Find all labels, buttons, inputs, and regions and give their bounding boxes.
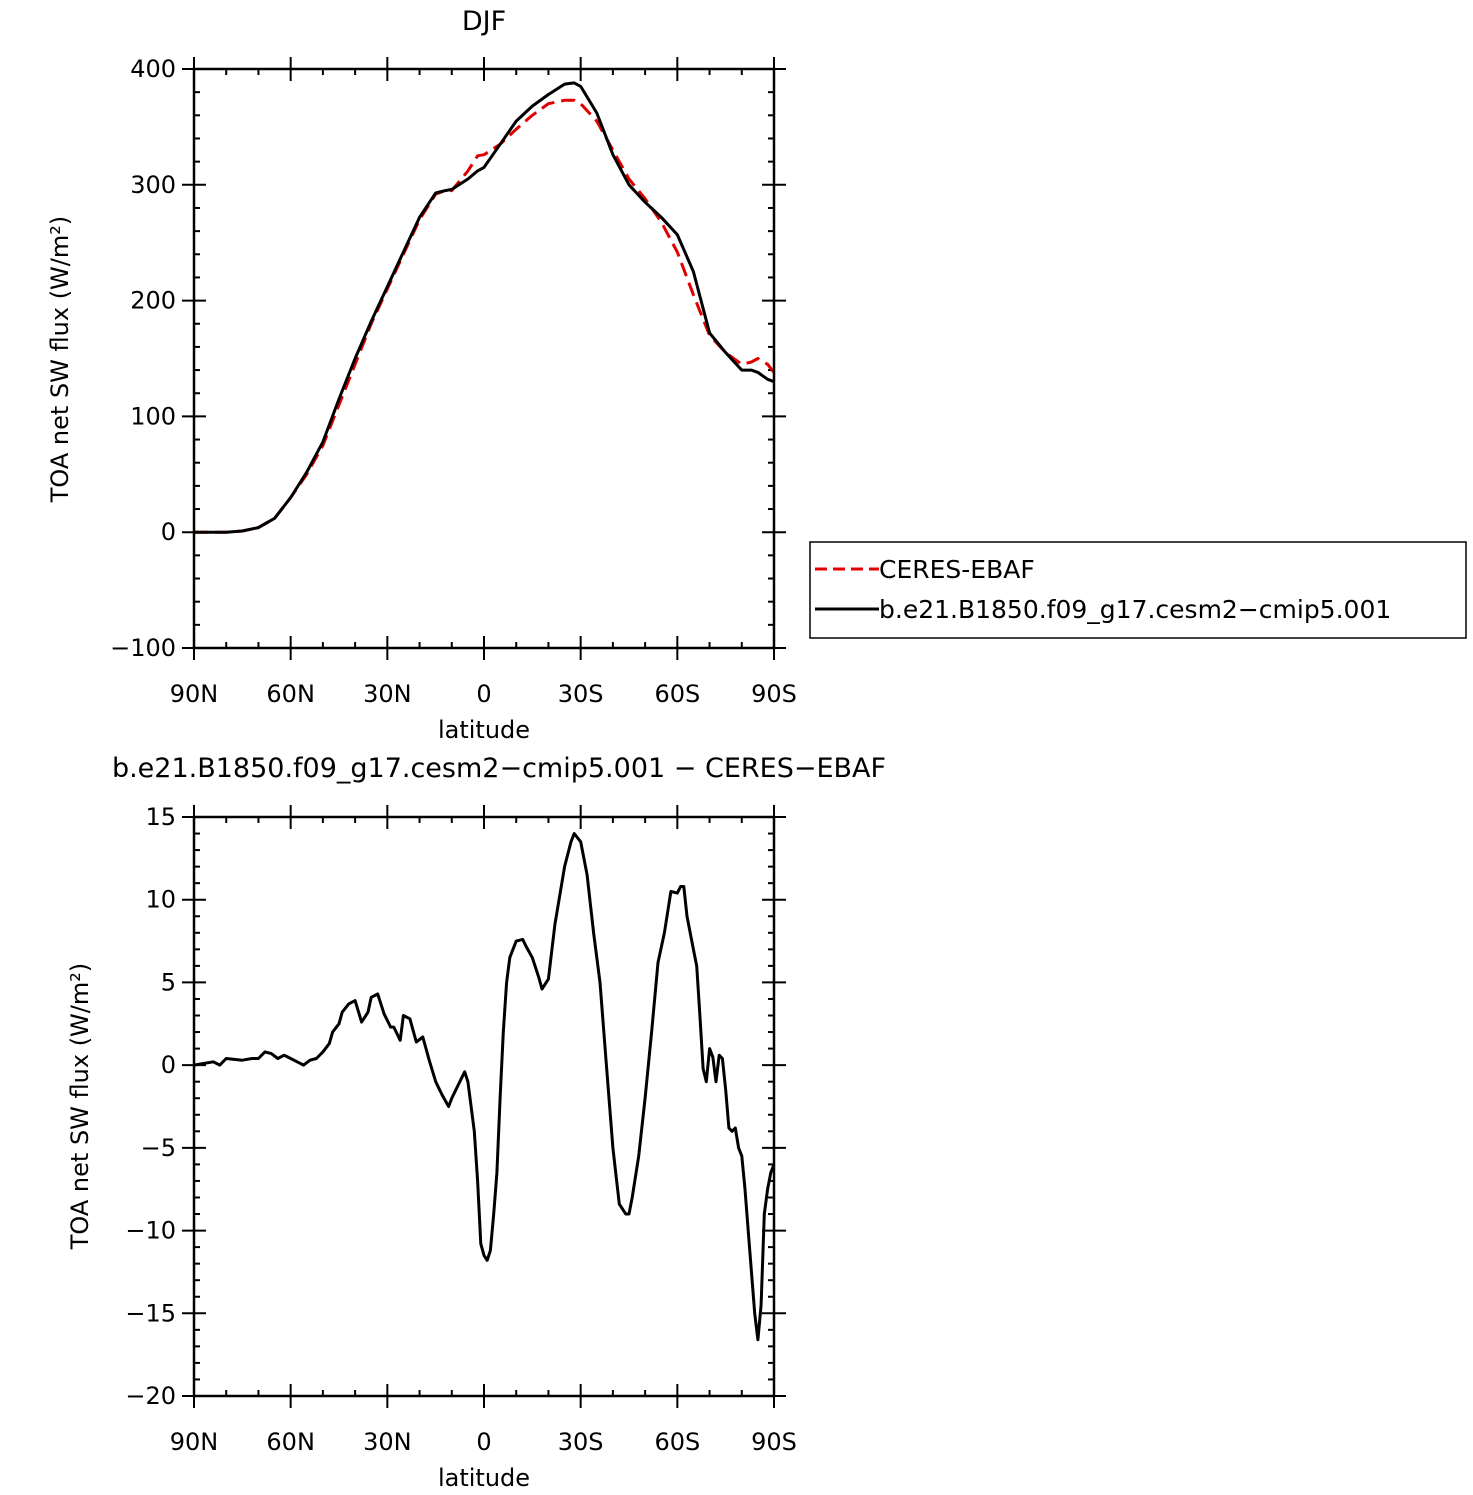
top-panel-title: DJF (462, 6, 506, 37)
top-panel: DJF −100 0 100 200 300 400 90N 60N 30N 0 30S 60S 90S… (46, 6, 797, 744)
bottom-x-tick-label: 60S (654, 1428, 700, 1456)
top-x-tick-label: 60N (266, 680, 315, 708)
legend-label-cesm2: b.e21.B1850.f09_g17.cesm2−cmip5.001 (879, 595, 1391, 624)
bottom-y-tick-label: 15 (145, 803, 176, 831)
top-y-tick-label: 0 (161, 518, 176, 546)
top-x-tick-label: 30S (558, 680, 604, 708)
legend-box (809, 541, 1467, 639)
bottom-y-tick-label: 10 (145, 886, 176, 914)
top-x-tick-label: 0 (476, 680, 491, 708)
legend: CERES-EBAF b.e21.B1850.f09_g17.cesm2−cmi… (809, 541, 1467, 639)
top-y-tick-label: 300 (130, 171, 176, 199)
bottom-x-axis-label: latitude (438, 1464, 530, 1492)
top-y-tick-label: 400 (130, 55, 176, 83)
bottom-x-tick-label: 0 (476, 1428, 491, 1456)
bottom-x-tick-label: 90N (170, 1428, 219, 1456)
legend-label-ceres: CERES-EBAF (879, 555, 1035, 584)
top-y-tick-label: 100 (130, 402, 176, 430)
bottom-y-axis-label: TOA net SW flux (W/m²) (66, 963, 94, 1251)
top-x-tick-label: 30N (363, 680, 412, 708)
bottom-x-tick-label: 60N (266, 1428, 315, 1456)
top-series-line-1 (194, 81, 775, 534)
bottom-y-tick-label: 0 (161, 1051, 176, 1079)
top-y-tick-label: 200 (130, 287, 176, 315)
top-plot-frame (192, 67, 776, 650)
bottom-panel-title: b.e21.B1850.f09_g17.cesm2−cmip5.001 − CE… (112, 753, 886, 784)
bottom-y-tick-label: −5 (141, 1134, 176, 1162)
bottom-x-tick-label: 30S (558, 1428, 604, 1456)
bottom-panel: b.e21.B1850.f09_g17.cesm2−cmip5.001 − CE… (66, 753, 886, 1492)
bottom-plot-frame (192, 815, 776, 1398)
bottom-x-tick-label: 90S (751, 1428, 797, 1456)
top-x-axis-label: latitude (438, 716, 530, 744)
bottom-y-tick-label: −15 (125, 1299, 176, 1327)
bottom-y-tick-label: −20 (125, 1382, 176, 1410)
top-x-tick-label: 90S (751, 680, 797, 708)
top-x-tick-label: 90N (170, 680, 219, 708)
top-y-axis-label: TOA net SW flux (W/m²) (46, 216, 74, 504)
bottom-y-tick-label: 5 (161, 968, 176, 996)
top-x-tick-label: 60S (654, 680, 700, 708)
bottom-y-tick-label: −10 (125, 1217, 176, 1245)
top-plot-area: −100 0 100 200 300 400 90N 60N 30N 0 30S 60S 90S (110, 55, 797, 708)
bottom-series-line-0 (193, 832, 776, 1342)
bottom-x-tick-label: 30N (363, 1428, 412, 1456)
top-y-tick-label: −100 (110, 634, 176, 662)
bottom-plot-area: −20 −15 −10 −5 0 5 10 15 90N 60N 30N 0 30S 60S 90S (125, 803, 797, 1456)
